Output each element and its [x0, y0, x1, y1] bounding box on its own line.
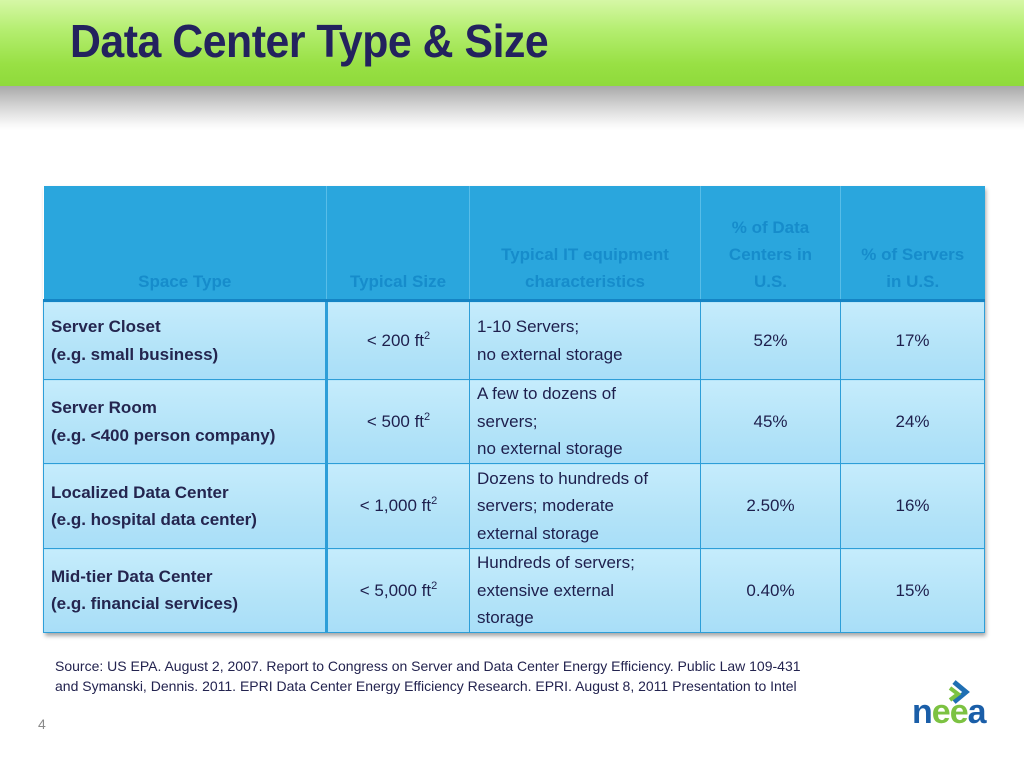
- header-pct-servers: % of Servers in U.S.: [840, 186, 985, 302]
- table-row: Localized Data Center (e.g. hospital data…: [43, 463, 985, 549]
- chevron-arrow-icon: [948, 680, 970, 704]
- typical-size-cell: < 1,000 ft2: [326, 463, 470, 549]
- header-space-type: Space Type: [43, 186, 327, 302]
- table-row: Server Closet (e.g. small business) < 200…: [43, 300, 985, 380]
- data-center-table: Space Type Typical Size Typical IT equip…: [43, 186, 985, 633]
- space-type-cell: Server Room (e.g. <400 person company): [43, 379, 328, 464]
- equipment-cell: Hundreds of servers; extensive external st…: [469, 548, 701, 633]
- source-line-1: Source: US EPA. August 2, 2007. Report t…: [55, 658, 801, 674]
- space-type-cell: Mid-tier Data Center (e.g. financial serv…: [43, 548, 328, 633]
- header-pct-data-centers: % of Data Centers in U.S.: [700, 186, 841, 302]
- header-typical-size: Typical Size: [326, 186, 470, 302]
- pct-data-centers-cell: 0.40%: [700, 548, 841, 633]
- page-number: 4: [38, 716, 46, 732]
- pct-servers-cell: 16%: [840, 463, 985, 549]
- space-type-cell: Server Closet (e.g. small business): [43, 300, 328, 380]
- source-citation: Source: US EPA. August 2, 2007. Report t…: [55, 656, 985, 696]
- equipment-cell: A few to dozens of servers; no external st…: [469, 379, 701, 464]
- data-center-table-container: Space Type Typical Size Typical IT equip…: [43, 186, 985, 633]
- table-header-row: Space Type Typical Size Typical IT equip…: [43, 186, 985, 302]
- header-it-equipment: Typical IT equipment characteristics: [469, 186, 701, 302]
- typical-size-cell: < 5,000 ft2: [326, 548, 470, 633]
- source-line-2: and Symanski, Dennis. 2011. EPRI Data Ce…: [55, 678, 797, 694]
- pct-data-centers-cell: 45%: [700, 379, 841, 464]
- neea-logo: neea: [912, 680, 992, 734]
- pct-data-centers-cell: 2.50%: [700, 463, 841, 549]
- table-row: Mid-tier Data Center (e.g. financial serv…: [43, 548, 985, 633]
- typical-size-cell: < 200 ft2: [326, 300, 470, 380]
- pct-servers-cell: 15%: [840, 548, 985, 633]
- title-shadow: [0, 86, 1024, 130]
- page-title: Data Center Type & Size: [70, 15, 549, 67]
- title-bar: Data Center Type & Size: [0, 0, 1024, 86]
- table-row: Server Room (e.g. <400 person company) < …: [43, 379, 985, 464]
- equipment-cell: 1-10 Servers; no external storage: [469, 300, 701, 380]
- pct-data-centers-cell: 52%: [700, 300, 841, 380]
- pct-servers-cell: 24%: [840, 379, 985, 464]
- logo-wordmark: neea: [912, 693, 987, 731]
- pct-servers-cell: 17%: [840, 300, 985, 380]
- space-type-cell: Localized Data Center (e.g. hospital data…: [43, 463, 328, 549]
- typical-size-cell: < 500 ft2: [326, 379, 470, 464]
- equipment-cell: Dozens to hundreds of servers; moderate ex…: [469, 463, 701, 549]
